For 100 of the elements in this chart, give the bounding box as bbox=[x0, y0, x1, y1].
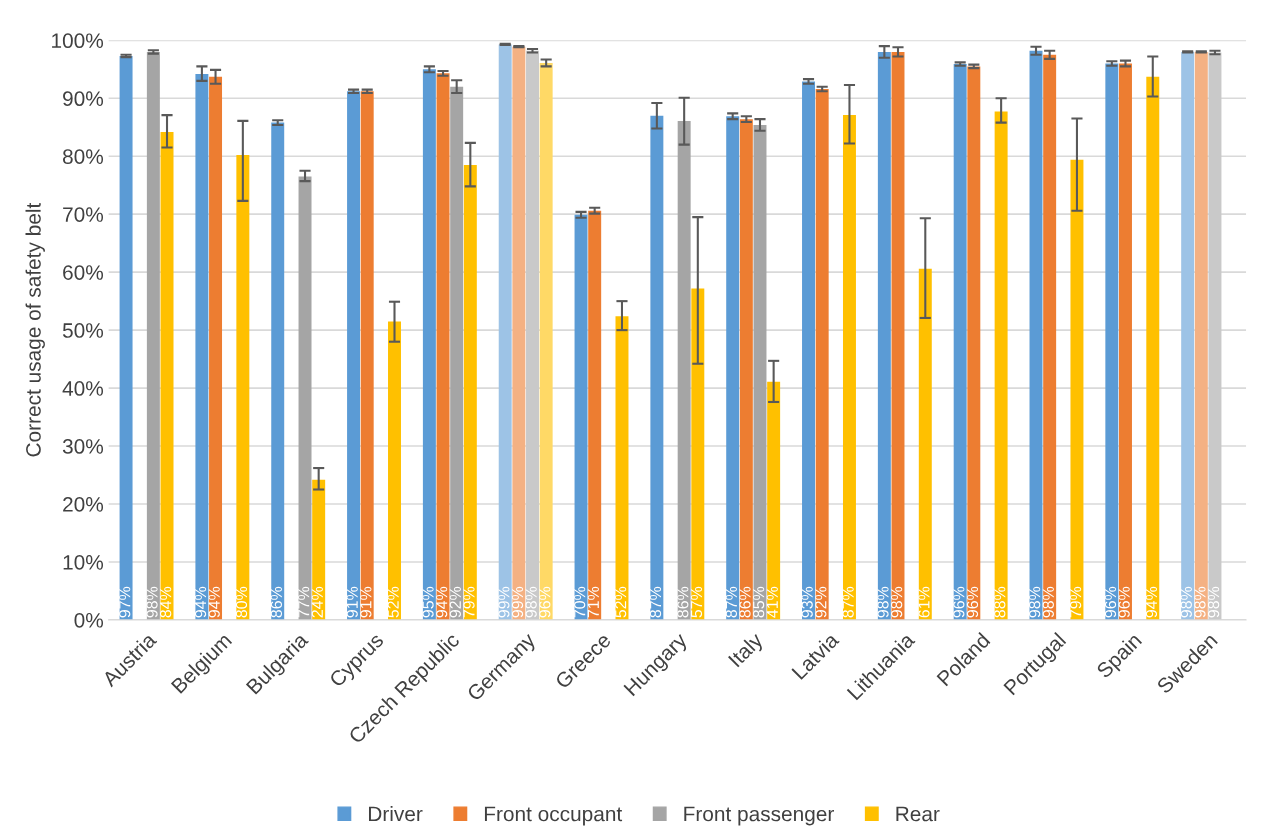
data-label: 98% bbox=[1180, 586, 1192, 618]
data-label: 52% bbox=[387, 586, 399, 618]
data-label: 77% bbox=[298, 586, 310, 618]
bar bbox=[815, 89, 829, 620]
data-label: 57% bbox=[690, 586, 703, 618]
y-tick-label: 70% bbox=[63, 207, 104, 222]
bar bbox=[1194, 51, 1208, 620]
bar bbox=[209, 76, 223, 620]
data-label: 85% bbox=[752, 586, 765, 618]
bar bbox=[1070, 159, 1084, 620]
bar bbox=[422, 69, 436, 620]
bar bbox=[450, 86, 464, 620]
bar bbox=[1043, 54, 1057, 620]
bar bbox=[1105, 63, 1119, 620]
legend-label: Front passenger bbox=[684, 806, 834, 826]
data-label: 96% bbox=[539, 586, 551, 618]
bar bbox=[650, 115, 664, 620]
y-tick-label: 30% bbox=[62, 439, 104, 454]
data-label: 79% bbox=[1069, 586, 1082, 618]
y-axis-title: Correct usage of safety belt bbox=[25, 202, 45, 457]
data-label: 86% bbox=[739, 586, 751, 618]
bar bbox=[891, 51, 905, 620]
bar bbox=[195, 73, 209, 620]
bar bbox=[877, 51, 891, 620]
data-label: 97% bbox=[119, 586, 131, 618]
bar bbox=[1029, 50, 1043, 620]
bar bbox=[1146, 76, 1160, 620]
bar bbox=[271, 122, 285, 620]
bar bbox=[146, 51, 160, 620]
bar bbox=[1119, 63, 1132, 620]
data-label: 92% bbox=[449, 586, 461, 618]
data-label: 98% bbox=[890, 586, 903, 618]
bar bbox=[691, 288, 705, 620]
y-tick-label: 100% bbox=[52, 33, 104, 49]
bar bbox=[753, 124, 767, 620]
y-tick-label: 60% bbox=[63, 265, 104, 280]
y-tick-label: 80% bbox=[62, 149, 104, 164]
bar bbox=[726, 116, 740, 620]
bar bbox=[918, 268, 932, 620]
y-tick-label: 40% bbox=[62, 381, 104, 396]
y-tick-label: 0% bbox=[74, 612, 104, 628]
bar bbox=[967, 66, 981, 620]
data-label: 93% bbox=[801, 586, 813, 618]
data-label: 71% bbox=[587, 586, 599, 618]
y-tick-label: 90% bbox=[63, 91, 104, 107]
data-label: 99% bbox=[498, 586, 510, 618]
bar bbox=[539, 62, 553, 620]
x-tick-label: Italy bbox=[727, 631, 767, 671]
bar bbox=[526, 50, 539, 620]
data-label: 87% bbox=[842, 586, 854, 618]
bar bbox=[119, 55, 133, 620]
bar bbox=[160, 131, 174, 620]
bar bbox=[463, 164, 477, 620]
bar bbox=[347, 91, 361, 620]
data-label: 98% bbox=[877, 586, 889, 618]
data-label: 88% bbox=[994, 586, 1006, 618]
data-label: 96% bbox=[953, 586, 965, 618]
y-tick-label: 10% bbox=[63, 554, 104, 570]
data-label: 98% bbox=[1028, 586, 1041, 618]
data-label: 52% bbox=[614, 586, 627, 618]
data-label: 95% bbox=[422, 586, 434, 618]
data-label: 84% bbox=[159, 586, 172, 618]
bar bbox=[953, 64, 967, 620]
bar bbox=[588, 210, 602, 620]
data-label: 98% bbox=[146, 586, 158, 618]
data-label: 80% bbox=[235, 586, 248, 618]
data-label: 96% bbox=[966, 586, 979, 618]
bar bbox=[677, 120, 691, 620]
data-label: 86% bbox=[270, 586, 283, 618]
bar bbox=[767, 381, 781, 620]
data-label: 96% bbox=[1118, 586, 1130, 618]
data-label: 87% bbox=[725, 586, 737, 618]
data-label: 79% bbox=[463, 586, 475, 618]
bar bbox=[802, 81, 816, 620]
legend-label: Rear bbox=[896, 806, 940, 822]
data-label: 96% bbox=[1104, 586, 1117, 618]
legend-label: Front occupant bbox=[484, 806, 623, 826]
bar bbox=[436, 73, 450, 620]
data-label: 99% bbox=[511, 586, 524, 618]
data-label: 98% bbox=[1042, 586, 1054, 618]
data-label: 94% bbox=[194, 586, 207, 618]
data-label: 98% bbox=[1194, 586, 1206, 618]
bar bbox=[994, 111, 1008, 620]
bar bbox=[298, 176, 312, 620]
data-label: 61% bbox=[918, 586, 930, 618]
bar bbox=[388, 321, 401, 620]
data-label: 94% bbox=[436, 586, 448, 618]
data-label: 70% bbox=[574, 586, 586, 618]
bar bbox=[236, 155, 250, 620]
data-label: 91% bbox=[346, 586, 358, 618]
bar bbox=[498, 44, 512, 620]
bar bbox=[574, 214, 588, 620]
bar bbox=[615, 316, 629, 620]
legend-label: Driver bbox=[368, 806, 423, 822]
bar bbox=[512, 46, 526, 620]
bar bbox=[1208, 52, 1222, 620]
data-label: 86% bbox=[677, 586, 689, 618]
data-label: 92% bbox=[815, 586, 827, 618]
data-label: 91% bbox=[360, 586, 372, 618]
bar bbox=[842, 115, 856, 620]
